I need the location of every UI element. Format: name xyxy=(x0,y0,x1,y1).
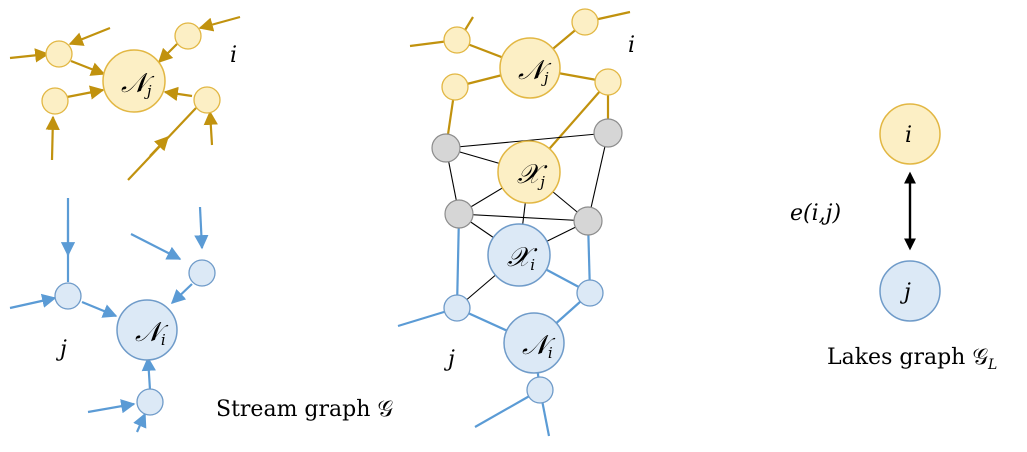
edge-n3-center xyxy=(141,356,156,391)
edge-in-top-mid xyxy=(130,233,182,260)
label-i-left: i xyxy=(230,43,237,68)
mid-X-i-node xyxy=(487,223,551,287)
label-j-mid: j xyxy=(443,347,455,372)
gold-edges xyxy=(9,15,241,181)
mid-blue-node-2 xyxy=(576,279,604,307)
mid-blue-node-3 xyxy=(526,376,554,404)
mid-gold-node-1 xyxy=(443,26,471,54)
mid-gold-node-2 xyxy=(571,8,599,36)
edge-arrow-on-out xyxy=(149,135,169,157)
mid-gray-node-2 xyxy=(593,118,623,148)
mid-X-j-node xyxy=(497,140,561,204)
mid-N-i-node xyxy=(503,312,565,374)
edge-n1-center xyxy=(70,59,106,76)
edge-n2-center xyxy=(170,283,193,304)
edge-in-top xyxy=(68,26,111,46)
edge-in-left xyxy=(9,48,50,63)
edge-label: e(i,j) xyxy=(790,201,841,226)
blue-center-node xyxy=(116,299,178,361)
left-top-gold-stream: 𝒩j i xyxy=(9,15,241,181)
gold-node-1 xyxy=(45,40,73,68)
mid-N-j-node xyxy=(499,37,561,99)
mid-blue-node-1 xyxy=(443,294,471,322)
edge-n1-center xyxy=(81,300,118,318)
gold-node-2 xyxy=(174,22,202,50)
mid-gold-node-3 xyxy=(441,73,469,101)
mid-gray-node-1 xyxy=(431,133,461,163)
stream-graph-caption: Stream graph 𝒢 xyxy=(216,397,393,422)
left-bottom-blue-stream: 𝒩i j xyxy=(9,198,216,433)
edge-in-bottom xyxy=(133,412,147,433)
edge-n2-center xyxy=(157,43,178,64)
mid-gray-node-3 xyxy=(444,199,474,229)
edge-n3-center xyxy=(66,85,105,100)
label-i-mid: i xyxy=(628,33,635,58)
edge-in-bottom-right xyxy=(203,110,218,146)
edge-in-right-top xyxy=(198,15,241,32)
edge-in-bottom-left xyxy=(87,399,136,414)
lake-node-i xyxy=(879,103,941,165)
lake-node-i-label: i xyxy=(905,123,912,148)
blue-node-1 xyxy=(54,282,82,310)
lakes-graph: i j e(i,j) Lakes graph 𝒢L xyxy=(790,103,997,373)
edge-n4-center xyxy=(163,86,193,101)
edge-in-top-right xyxy=(194,206,209,250)
edge-in-bottom-left xyxy=(45,115,60,161)
lakes-graph-caption: Lakes graph 𝒢L xyxy=(827,345,997,373)
edge-in-left xyxy=(9,293,57,310)
blue-edges xyxy=(9,198,209,433)
blue-node-3 xyxy=(136,388,164,416)
middle-combined-graph: 𝒩j 𝒳j 𝒳i 𝒩i i j xyxy=(397,8,635,437)
label-j-left: j xyxy=(55,337,67,362)
gold-node-3 xyxy=(41,87,69,115)
gold-center-node xyxy=(102,49,166,113)
mid-gray-node-4 xyxy=(573,206,603,236)
lake-node-j xyxy=(879,260,941,322)
mid-gold-node-4 xyxy=(594,68,622,96)
blue-node-2 xyxy=(188,259,216,287)
gold-node-4 xyxy=(193,86,221,114)
